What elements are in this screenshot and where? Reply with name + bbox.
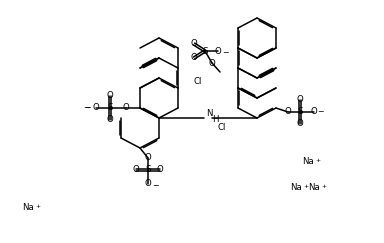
Text: Cl: Cl xyxy=(194,78,202,87)
Text: S: S xyxy=(297,107,303,116)
Text: O: O xyxy=(145,180,151,189)
Text: O: O xyxy=(145,154,151,163)
Text: +: + xyxy=(35,204,40,209)
Text: S: S xyxy=(107,104,113,113)
Text: S: S xyxy=(202,46,208,55)
Text: O: O xyxy=(157,165,163,174)
Text: Na: Na xyxy=(302,157,314,166)
Text: O: O xyxy=(190,40,197,49)
Text: −: − xyxy=(84,104,91,113)
Text: −: − xyxy=(152,182,159,191)
Text: Na: Na xyxy=(22,203,34,212)
Text: O: O xyxy=(107,115,113,124)
Text: O: O xyxy=(132,165,139,174)
Text: O: O xyxy=(122,104,129,113)
Text: +: + xyxy=(321,184,326,189)
Text: O: O xyxy=(190,53,197,62)
Text: O: O xyxy=(93,104,99,113)
Text: O: O xyxy=(209,59,215,68)
Text: H: H xyxy=(212,115,218,124)
Text: Cl: Cl xyxy=(218,123,226,132)
Text: O: O xyxy=(215,46,221,55)
Text: O: O xyxy=(296,95,303,104)
Text: +: + xyxy=(303,184,308,189)
Text: Na: Na xyxy=(290,183,302,192)
Text: O: O xyxy=(296,120,303,129)
Text: −: − xyxy=(317,107,324,116)
Text: O: O xyxy=(107,92,113,101)
Text: N: N xyxy=(206,109,212,118)
Text: −: − xyxy=(83,104,89,113)
Text: +: + xyxy=(315,158,320,163)
Text: O: O xyxy=(311,107,317,116)
Text: S: S xyxy=(145,165,151,174)
Text: O: O xyxy=(285,107,291,116)
Text: Na: Na xyxy=(308,183,320,192)
Text: −: − xyxy=(222,49,228,58)
